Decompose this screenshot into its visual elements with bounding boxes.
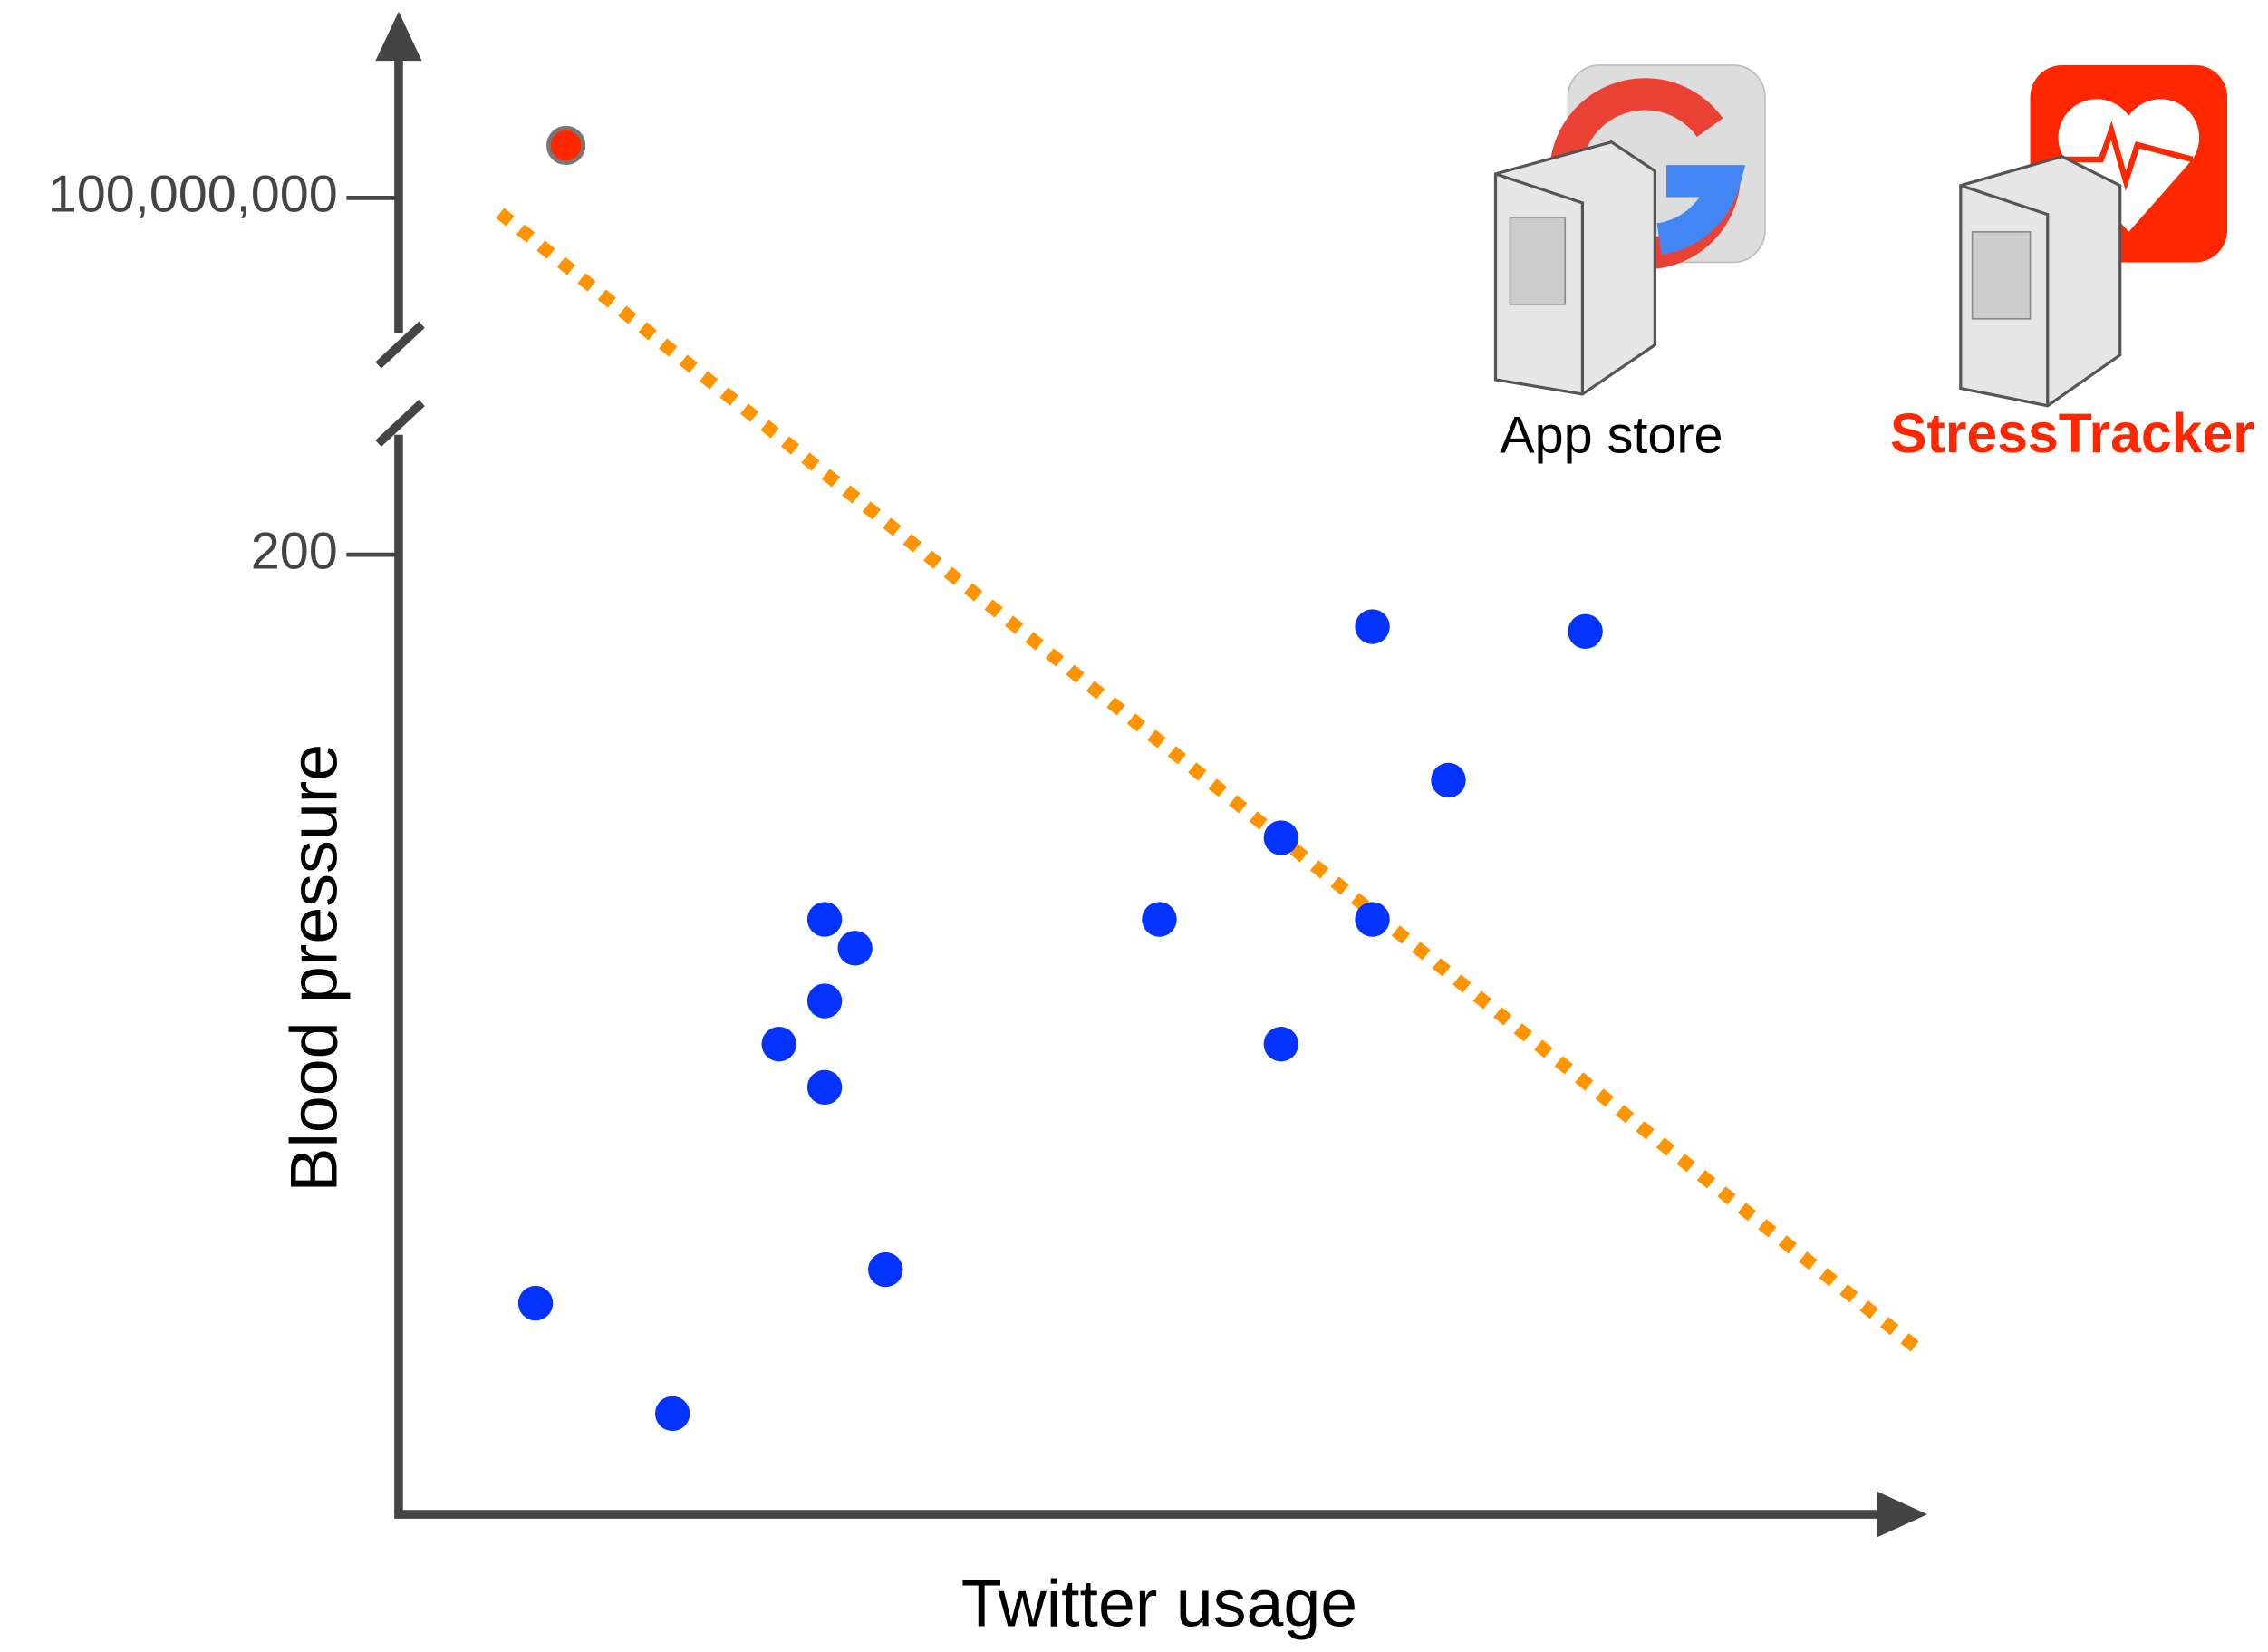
y-axis-label: Blood pressure (275, 744, 351, 1193)
y-tick-label: 100,000,000 (48, 166, 338, 224)
point (1355, 609, 1389, 643)
point (1142, 902, 1176, 936)
icon-label: App store (1500, 407, 1723, 465)
icon-stresstracker: StressTracker (1890, 65, 2254, 464)
y-tick-label: 200 (251, 522, 338, 580)
axes (379, 51, 1884, 1514)
point (837, 931, 872, 965)
point (807, 983, 842, 1018)
point (1355, 902, 1389, 936)
icon-label: StressTracker (1890, 402, 2254, 464)
point (1264, 820, 1298, 855)
icon-app-store: App store (1495, 65, 1764, 465)
point (762, 1027, 796, 1061)
point (868, 1252, 902, 1287)
chart: Twitter usage Blood pressure App store S… (0, 0, 2268, 1652)
point (548, 128, 583, 162)
point (1568, 614, 1602, 649)
point (1431, 763, 1465, 797)
x-axis-label: Twitter usage (961, 1565, 1357, 1640)
point (807, 1070, 842, 1105)
point (655, 1396, 690, 1431)
y-arrow (375, 12, 421, 61)
point (518, 1286, 553, 1320)
trend-line (500, 213, 1920, 1350)
point (1264, 1027, 1298, 1061)
point (807, 902, 842, 936)
x-arrow (1877, 1491, 1927, 1537)
